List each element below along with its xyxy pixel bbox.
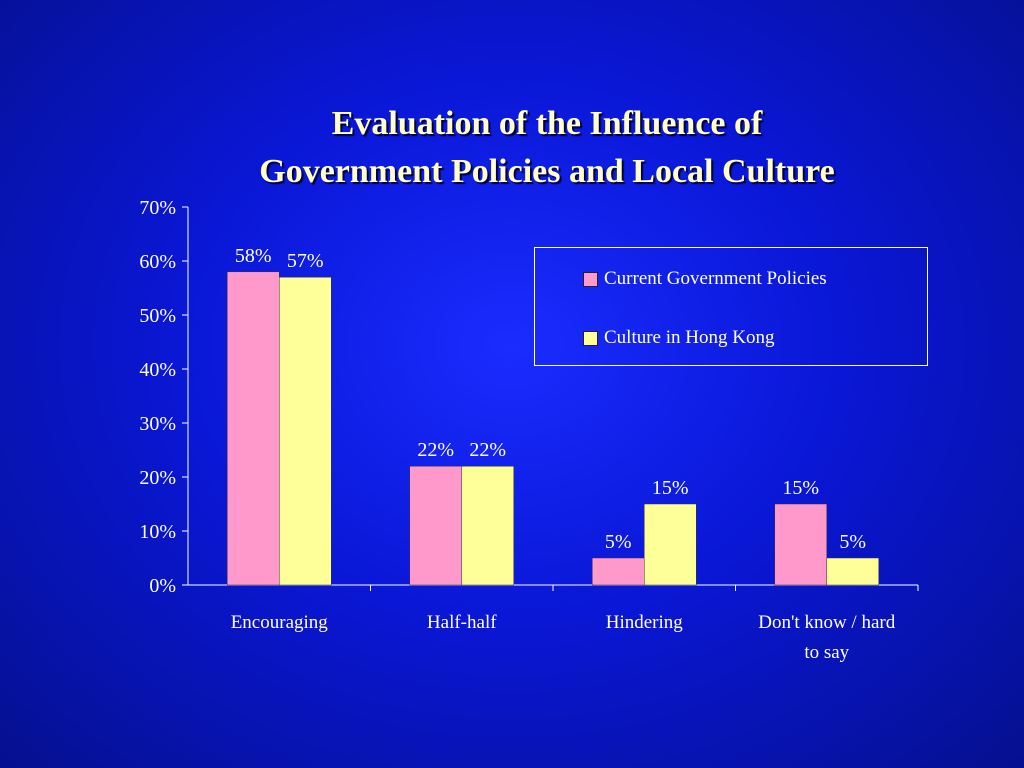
x-tick-label: Encouraging xyxy=(231,612,329,633)
y-tick-label: 70% xyxy=(139,197,176,219)
y-tick-label: 0% xyxy=(149,575,176,597)
x-tick-label: Hindering xyxy=(606,612,684,633)
legend-label-culture-in-hong-kong: Culture in Hong Kong xyxy=(604,327,775,348)
bar xyxy=(592,557,645,586)
legend-swatch-current-government-policies xyxy=(583,271,598,287)
bar xyxy=(279,276,332,586)
data-label: 15% xyxy=(652,477,689,499)
chart-title-line-2: Government Policies and Local Culture xyxy=(259,153,835,190)
x-tick-label: to say xyxy=(804,642,849,663)
chart-title-line-1: Evaluation of the Influence of xyxy=(331,105,763,142)
bar xyxy=(409,465,462,586)
legend-item-culture-in-hong-kong: Culture in Hong Kong xyxy=(583,327,774,349)
y-tick-label: 20% xyxy=(139,467,176,489)
chart-title: Evaluation of the Influence of Governmen… xyxy=(0,100,1024,196)
bar xyxy=(644,503,697,586)
data-label: 5% xyxy=(605,531,632,553)
y-tick-label: 50% xyxy=(139,305,176,327)
legend-label-current-government-policies: Current Government Policies xyxy=(604,268,827,289)
y-tick-label: 60% xyxy=(139,251,176,273)
data-label: 57% xyxy=(287,250,324,272)
legend: Current Government Policies Culture in H… xyxy=(534,247,928,366)
data-label: 58% xyxy=(235,245,272,267)
data-label: 22% xyxy=(417,439,454,461)
data-label: 15% xyxy=(782,477,819,499)
data-label: 5% xyxy=(839,531,866,553)
bar xyxy=(227,271,280,586)
legend-swatch-culture-in-hong-kong xyxy=(583,330,598,346)
x-tick-label: Don't know / hard xyxy=(758,612,895,633)
y-tick-label: 30% xyxy=(139,413,176,435)
legend-item-current-government-policies: Current Government Policies xyxy=(583,268,827,290)
data-label: 22% xyxy=(469,439,506,461)
y-tick-label: 40% xyxy=(139,359,176,381)
bar xyxy=(461,465,514,586)
x-tick-label: Half-half xyxy=(427,612,497,633)
bar xyxy=(826,557,879,586)
bar xyxy=(774,503,827,586)
y-tick-label: 10% xyxy=(139,521,176,543)
